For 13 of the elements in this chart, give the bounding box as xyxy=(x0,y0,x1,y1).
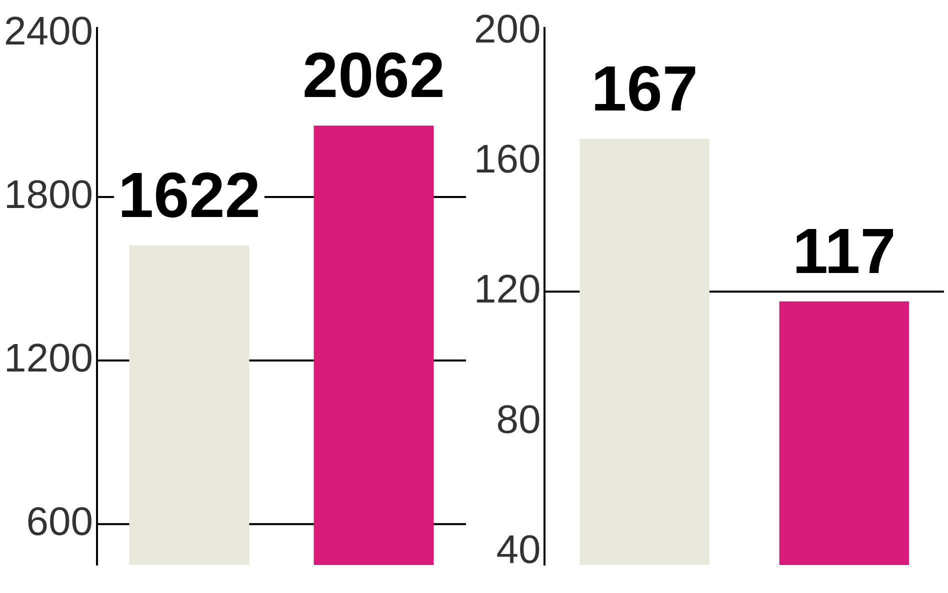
y-tick-label: 120 xyxy=(474,268,541,312)
y-tick-label: 80 xyxy=(496,398,541,442)
y-tick-label: 1800 xyxy=(4,173,93,218)
y-tick-label: 1200 xyxy=(4,336,93,381)
data-label: 117 xyxy=(792,215,896,288)
data-label: 1622 xyxy=(118,159,260,232)
data-label: 2062 xyxy=(302,39,445,112)
y-tick-label: 200 xyxy=(474,7,541,52)
data-label: 167 xyxy=(591,52,698,124)
y-tick-label: 40 xyxy=(496,528,541,572)
y-tick-label: 2400 xyxy=(4,9,93,54)
y-tick-label: 600 xyxy=(26,500,93,544)
y-tick-label: 160 xyxy=(474,137,541,182)
